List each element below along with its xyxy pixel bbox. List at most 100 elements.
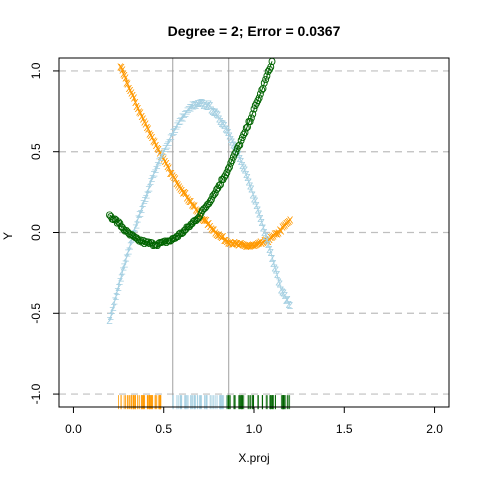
data-point: O [184,223,192,234]
data-point: Z [127,241,133,252]
data-point: Z [146,183,152,194]
data-point: Z [125,248,131,259]
data-point: Z [181,110,187,121]
data-point: O [153,241,161,252]
data-point: Z [135,214,141,225]
data-point: O [232,148,240,159]
data-point: X [153,141,160,152]
data-point: Z [195,99,201,110]
data-point: Z [119,267,125,278]
data-point: X [282,221,289,232]
reference-lines [172,58,230,407]
data-point: X [140,115,147,126]
data-point: X [202,215,209,226]
data-point: Z [161,147,167,158]
x-tick-label: 0.5 [155,422,172,436]
data-point: X [132,98,139,109]
data-point: X [135,104,142,115]
data-point: Z [176,117,182,128]
data-point: Z [168,132,174,143]
data-point: X [127,86,134,97]
data-point: Z [128,235,134,246]
data-point: O [268,57,276,68]
data-point: X [224,237,231,248]
data-point: X [235,240,242,251]
data-point: Z [148,177,154,188]
data-point: Z [194,99,200,110]
data-point: Z [166,138,172,149]
data-point: O [227,158,235,169]
data-point: Z [228,135,234,146]
data-point: Z [205,102,211,113]
data-point: Z [242,166,248,177]
data-point: O [135,237,143,248]
data-point: Z [257,214,263,225]
data-point: X [217,232,224,243]
data-point: Z [137,209,143,220]
data-point: X [242,241,249,252]
data-point: O [115,218,123,229]
data-point: Z [158,153,164,164]
data-point: O [186,222,194,233]
data-point: O [182,225,190,236]
y-axis-label: Y [1,232,15,240]
data-point: Z [123,254,129,265]
data-point: X [149,133,156,144]
data-point: O [223,168,231,179]
data-point: O [197,208,205,219]
data-point: Z [162,144,168,155]
data-point: X [273,229,280,240]
data-point: O [222,171,230,182]
data-point: Z [192,100,198,111]
data-point: Z [107,316,113,327]
data-point: O [148,238,156,249]
data-point: X [128,89,135,100]
data-point: O [116,219,124,230]
fit-curve [109,102,291,322]
data-point: Z [223,124,229,135]
data-point: O [202,202,210,213]
data-point: O [205,199,213,210]
data-point: O [264,67,272,78]
data-point: O [254,96,262,107]
data-point: X [265,237,272,248]
data-point: X [198,212,205,223]
data-point: O [178,229,186,240]
data-point: Z [203,102,209,113]
data-point: O [248,113,256,124]
data-point: O [214,184,222,195]
data-point: X [248,241,255,252]
data-point: Z [188,104,194,115]
data-point: O [108,215,116,226]
data-point: O [134,235,142,246]
data-point: Z [244,173,250,184]
data-point: X [177,184,184,195]
data-point: O [220,172,228,183]
data-point: Z [224,126,230,137]
data-point: O [140,239,148,250]
data-point: X [269,233,276,244]
data-point: X [258,239,265,250]
data-point: O [179,228,187,239]
data-point: O [165,236,173,247]
data-point: Z [199,99,205,110]
data-point: O [144,238,152,249]
y-tick-label: 1.0 [29,62,43,79]
data-point: O [204,200,212,211]
data-point: O [164,237,172,248]
data-point: O [122,226,130,237]
data-point: O [187,220,195,231]
data-point: O [210,190,218,201]
data-point: Z [274,270,280,281]
data-point: O [201,204,209,215]
data-point: X [190,202,197,213]
data-point: Z [202,99,208,110]
data-point: O [168,235,176,246]
data-point: Z [281,288,287,299]
data-point: Z [275,277,281,288]
x-tick-label: 2.0 [426,422,443,436]
data-point: Z [229,138,235,149]
data-point: O [155,239,163,250]
x-tick-label: 1.5 [336,422,353,436]
data-point: X [121,71,128,82]
